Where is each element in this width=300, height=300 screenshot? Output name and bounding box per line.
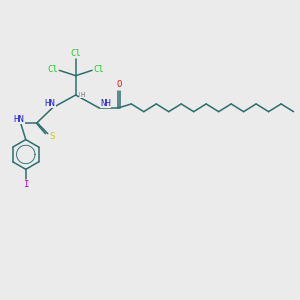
Text: O: O [116,80,122,89]
Text: HN: HN [14,115,25,124]
Text: NH: NH [100,99,111,108]
Text: Cl: Cl [94,65,104,74]
Text: S: S [50,131,55,140]
Text: Cl: Cl [47,65,58,74]
Text: H: H [80,92,84,98]
Text: H: H [79,92,83,98]
Text: Cl: Cl [70,50,81,58]
Text: I: I [23,180,28,189]
Text: HN: HN [45,99,56,108]
